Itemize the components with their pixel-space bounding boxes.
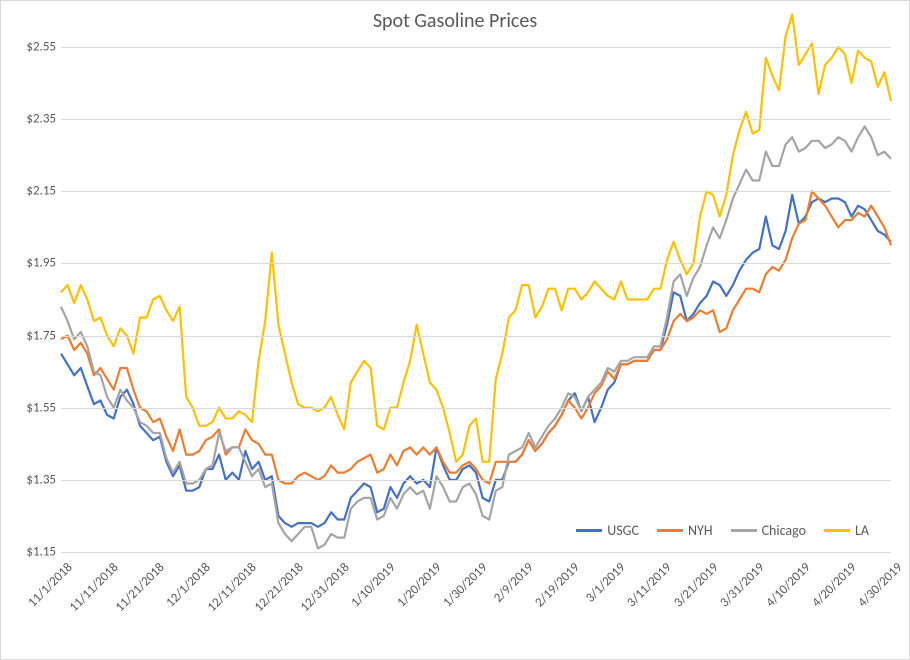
- y-tick-label: $1.55: [6, 400, 56, 415]
- x-tick-label: 3/31/2019: [717, 560, 767, 610]
- x-tick-label: 3/1/2019: [583, 560, 629, 606]
- legend-swatch: [824, 529, 850, 532]
- y-tick-label: $1.15: [6, 545, 56, 560]
- legend-swatch: [731, 529, 757, 532]
- series-svg: [61, 47, 891, 552]
- legend-item-chicago: Chicago: [731, 522, 806, 539]
- y-tick-label: $1.95: [6, 256, 56, 271]
- x-tick-label: 3/11/2019: [625, 560, 675, 610]
- x-tick-label: 11/11/2018: [67, 560, 122, 615]
- gridline: [61, 336, 891, 337]
- x-tick-label: 4/20/2019: [809, 560, 859, 610]
- legend-item-la: LA: [824, 522, 869, 539]
- gridline: [61, 552, 891, 553]
- x-tick-label: 4/10/2019: [763, 560, 813, 610]
- chart-container: Spot Gasoline Prices USGC NYH Chicago LA $1…: [0, 0, 910, 660]
- legend-label: Chicago: [762, 522, 806, 539]
- y-tick-label: $1.35: [6, 472, 56, 487]
- series-line-nyh: [61, 191, 891, 483]
- legend-label: LA: [855, 522, 869, 539]
- y-tick-label: $1.75: [6, 328, 56, 343]
- gridline: [61, 191, 891, 192]
- series-line-usgc: [61, 195, 891, 527]
- gridline: [61, 119, 891, 120]
- legend-item-nyh: NYH: [657, 522, 713, 539]
- gridline: [61, 47, 891, 48]
- legend-swatch: [576, 529, 602, 532]
- legend-swatch: [657, 529, 683, 532]
- x-tick-label: 3/21/2019: [671, 560, 721, 610]
- gridline: [61, 480, 891, 481]
- chart-title: Spot Gasoline Prices: [373, 9, 537, 33]
- legend: USGC NYH Chicago LA: [576, 522, 869, 539]
- x-tick-label: 1/20/2019: [394, 560, 444, 610]
- legend-item-usgc: USGC: [576, 522, 639, 539]
- gridline: [61, 408, 891, 409]
- x-tick-label: 12/21/2018: [251, 560, 306, 615]
- series-line-la: [61, 15, 891, 462]
- x-tick-label: 11/21/2018: [113, 560, 168, 615]
- x-tick-label: 2/9/2019: [491, 560, 537, 606]
- y-tick-label: $2.55: [6, 40, 56, 55]
- legend-label: NYH: [688, 522, 713, 539]
- gridline: [61, 263, 891, 264]
- y-tick-label: $2.15: [6, 184, 56, 199]
- legend-label: USGC: [607, 522, 639, 539]
- x-tick-label: 1/30/2019: [440, 560, 490, 610]
- x-tick-label: 1/10/2019: [348, 560, 398, 610]
- x-tick-label: 2/19/2019: [532, 560, 582, 610]
- plot-area: [61, 47, 891, 552]
- x-tick-label: 4/30/2019: [855, 560, 905, 610]
- x-tick-label: 12/11/2018: [205, 560, 260, 615]
- y-tick-label: $2.35: [6, 112, 56, 127]
